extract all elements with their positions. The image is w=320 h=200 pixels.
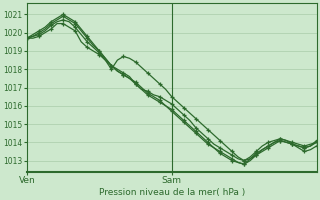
X-axis label: Pression niveau de la mer( hPa ): Pression niveau de la mer( hPa ) xyxy=(99,188,245,197)
